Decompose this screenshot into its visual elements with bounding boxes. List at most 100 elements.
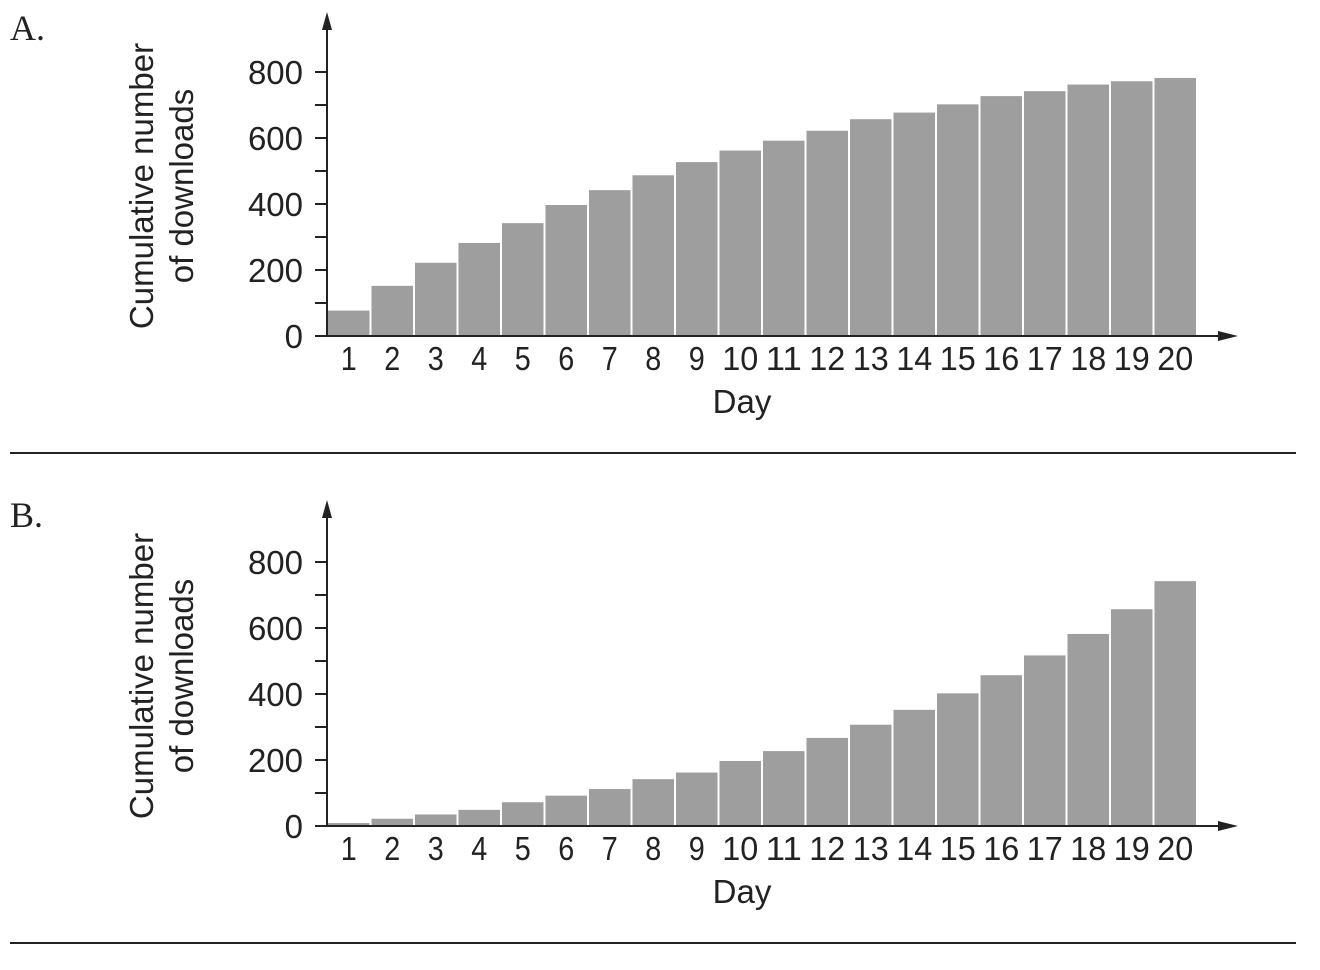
panel-a-bar-day-4 (456, 240, 502, 337)
panel-b-bar-day-6 (543, 793, 589, 828)
panel-b-y-tick-label-600: 600 (248, 610, 303, 647)
panel-a-y-axis-arrow (322, 12, 332, 30)
panel-a-bar-day-18 (1065, 82, 1111, 337)
panel-b-bar-day-9 (674, 770, 720, 827)
panel-b-x-tick-label-3: 3 (428, 830, 444, 867)
panel-a-x-tick-label-4: 4 (471, 340, 487, 377)
panel-a-bar-day-9 (674, 160, 720, 337)
panel-a-bar-day-15 (935, 102, 981, 337)
panel-a-bar-day-2 (369, 283, 415, 338)
panel-b-x-tick-label-7: 7 (602, 830, 618, 867)
panel-a-y-tick-label-400: 400 (248, 186, 303, 223)
panel-b-x-tick-label-13: 13 (853, 830, 889, 867)
panel-b-x-axis-title: Day (713, 873, 772, 910)
panel-a-bar-day-17 (1022, 89, 1068, 338)
panel-a-bar-day-13 (848, 117, 894, 337)
panel-a-x-tick-label-8: 8 (645, 340, 661, 377)
panel-b-y-axis-title-line-1: Cumulative number (123, 533, 160, 819)
panel-a-x-tick-label-11: 11 (766, 340, 802, 377)
panel-a-x-tick-label-20: 20 (1157, 340, 1193, 377)
panel-b-bar-day-15 (935, 691, 981, 827)
panel-b-x-tick-label-16: 16 (983, 830, 1019, 867)
panel-b-bar-day-11 (761, 749, 807, 827)
panel-b-x-tick-label-4: 4 (471, 830, 487, 867)
panel-b-bar-day-7 (587, 787, 633, 827)
panel-b-x-tick-label-8: 8 (645, 830, 661, 867)
panel-a-bar-day-7 (587, 188, 633, 337)
panel-b-bar-day-14 (891, 707, 937, 827)
panel-a-bar-day-1 (326, 308, 372, 338)
panel-b-x-tick-label-19: 19 (1114, 830, 1150, 867)
panel-b-bar-day-19 (1109, 607, 1155, 828)
panel-b-label: B. (10, 495, 43, 535)
panel-a-x-tick-label-1: 1 (341, 340, 357, 377)
panel-a-y-tick-label-0: 0 (285, 318, 303, 355)
panel-a-bar-day-16 (978, 94, 1024, 337)
panel-b-bar-day-3 (413, 812, 459, 828)
panel-a-bar-day-8 (630, 173, 676, 337)
panel-a-y-axis-title-line-1: Cumulative number (123, 43, 160, 329)
panel-a-x-tick-label-16: 16 (983, 340, 1019, 377)
panel-b-x-tick-label-5: 5 (515, 830, 531, 867)
panel-b-bar-day-13 (848, 722, 894, 828)
panel-a-bar-day-10 (717, 148, 763, 337)
panel-b-x-tick-label-18: 18 (1070, 830, 1106, 867)
panel-b-bar-day-17 (1022, 653, 1068, 828)
panel-b-x-tick-label-12: 12 (809, 830, 845, 867)
panel-b-bar-day-5 (500, 800, 546, 827)
panel-b-x-tick-label-15: 15 (940, 830, 976, 867)
panel-b-y-tick-label-0: 0 (285, 808, 303, 845)
panel-a-y-tick-label-600: 600 (248, 120, 303, 157)
panel-b-x-tick-label-2: 2 (384, 830, 400, 867)
panel-b-y-tick-label-200: 200 (248, 742, 303, 779)
panel-b-bar-day-2 (369, 816, 415, 827)
panel-a-x-tick-label-18: 18 (1070, 340, 1106, 377)
panel-b-bar-day-8 (630, 777, 676, 828)
panel-b-bar-day-16 (978, 673, 1024, 828)
panel-b-x-axis-arrow (1218, 821, 1238, 831)
panel-b-x-tick-label-20: 20 (1157, 830, 1193, 867)
panel-a-x-tick-label-15: 15 (940, 340, 976, 377)
panel-a-x-axis-arrow (1218, 331, 1238, 341)
panel-a-x-tick-label-10: 10 (722, 340, 758, 377)
panel-b-bar-day-20 (1152, 579, 1198, 828)
panel-a-x-tick-label-14: 14 (896, 340, 932, 377)
panel-a-x-axis-title: Day (713, 383, 772, 420)
panel-b-y-tick-label-400: 400 (248, 676, 303, 713)
panel-a-bar-day-19 (1109, 79, 1155, 337)
panel-b-bar-day-12 (804, 735, 850, 828)
panel-a-x-tick-label-6: 6 (558, 340, 574, 377)
panel-a-bar-day-12 (804, 128, 850, 337)
panel-b-x-tick-label-9: 9 (689, 830, 705, 867)
panel-a-x-tick-label-13: 13 (853, 340, 889, 377)
panel-a-x-tick-label-17: 17 (1027, 340, 1063, 377)
panel-a-x-tick-label-2: 2 (384, 340, 400, 377)
panel-a-bar-day-14 (891, 110, 937, 337)
panel-a-bar-day-6 (543, 203, 589, 337)
panel-b-x-tick-label-14: 14 (896, 830, 932, 867)
panel-b-x-tick-label-11: 11 (766, 830, 802, 867)
panel-a-bar-day-5 (500, 221, 546, 337)
panel-a-x-tick-label-7: 7 (602, 340, 618, 377)
panel-b-x-tick-label-1: 1 (341, 830, 357, 867)
panel-b-y-axis-title-line-2: of downloads (163, 579, 200, 773)
panel-b-x-tick-label-10: 10 (722, 830, 758, 867)
panel-b-x-tick-label-17: 17 (1027, 830, 1063, 867)
panel-a-bar-day-11 (761, 138, 807, 337)
panel-a-y-tick-label-200: 200 (248, 252, 303, 289)
panel-b-x-tick-label-6: 6 (558, 830, 574, 867)
panel-b-y-axis-arrow (322, 500, 332, 518)
panel-a-x-tick-label-12: 12 (809, 340, 845, 377)
panel-b-y-tick-label-800: 800 (248, 544, 303, 581)
panel-a-y-tick-label-800: 800 (248, 54, 303, 91)
panel-a-bar-day-3 (413, 260, 459, 337)
panel-a-x-tick-label-3: 3 (428, 340, 444, 377)
panel-b-bar-day-18 (1065, 631, 1111, 828)
panel-a-x-tick-label-19: 19 (1114, 340, 1150, 377)
panel-a-bar-day-20 (1152, 75, 1198, 337)
panel-b-bar-day-10 (717, 759, 763, 827)
panel-a-x-tick-label-9: 9 (689, 340, 705, 377)
panel-a-label: A. (10, 8, 45, 48)
panel-a-y-axis-title-line-2: of downloads (163, 89, 200, 283)
